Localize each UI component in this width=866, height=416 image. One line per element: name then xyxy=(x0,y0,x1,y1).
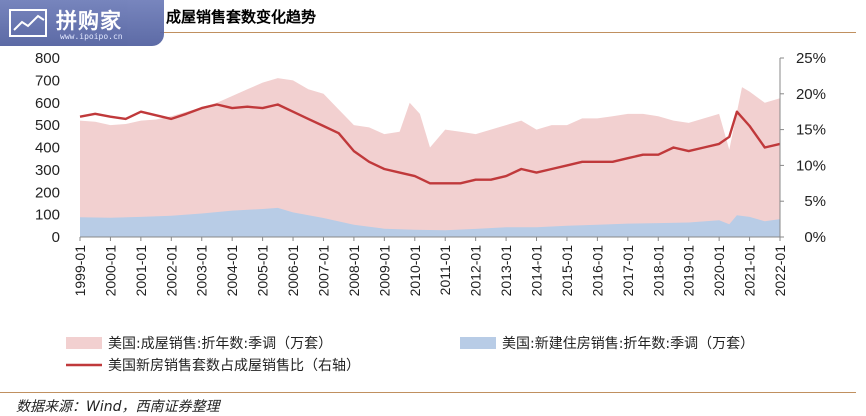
left-tick-label: 500 xyxy=(35,117,60,134)
legend-swatch-new xyxy=(460,337,496,349)
x-tick-label: 2010-01 xyxy=(407,245,423,297)
chart-svg: 0 100 200 300 400 500 600 700 800 0% 5% 10% 15% 20% 2… xyxy=(35,50,826,374)
plot-area xyxy=(79,58,781,238)
series-area-1 xyxy=(80,207,780,237)
left-tick-label: 0 xyxy=(52,229,60,246)
right-tick-label: 20% xyxy=(796,86,826,103)
series-line-2 xyxy=(79,103,781,185)
x-tick-label: 2003-01 xyxy=(194,245,210,297)
x-axis-ticks: 1999-01 2000-01 2001-01 2002-01 2003-01 2004-… xyxy=(72,237,788,296)
watermark-logo: 拼购家 www.ipoipo.cn xyxy=(0,0,164,46)
title-underline xyxy=(160,32,856,33)
x-tick-label: 2009-01 xyxy=(376,245,392,297)
x-tick-label: 2018-01 xyxy=(650,245,666,297)
x-tick-label: 2013-01 xyxy=(498,245,514,297)
right-tick-label: 25% xyxy=(796,50,826,67)
legend-label-existing: 美国:成屋销售:折年数:季调（万套） xyxy=(108,336,332,352)
right-tick-label: 5% xyxy=(804,193,826,210)
right-tick-label: 15% xyxy=(796,122,826,139)
x-tick-label: 2001-01 xyxy=(133,245,149,297)
source-note: 数据来源：Wind，西南证券整理 xyxy=(16,399,220,415)
right-tick-label: 10% xyxy=(796,157,826,174)
x-tick-label: 2015-01 xyxy=(559,245,575,297)
left-tick-label: 700 xyxy=(35,72,60,89)
left-tick-label: 800 xyxy=(35,50,60,67)
title-row: 成屋销售套数变化趋势 xyxy=(0,0,866,34)
x-tick-label: 2004-01 xyxy=(224,245,240,297)
x-tick-label: 2019-01 xyxy=(681,245,697,297)
left-axis-ticks: 0 100 200 300 400 500 600 700 800 xyxy=(35,50,60,246)
x-tick-label: 2012-01 xyxy=(468,245,484,297)
chart-logo-icon xyxy=(9,9,47,37)
x-tick-label: 2014-01 xyxy=(529,245,545,297)
x-tick-label: 2007-01 xyxy=(315,245,331,297)
x-tick-label: 2020-01 xyxy=(711,245,727,297)
x-tick-label: 2016-01 xyxy=(589,245,605,297)
x-tick-label: 2017-01 xyxy=(620,245,636,297)
x-tick-label: 2006-01 xyxy=(285,245,301,297)
series-area-0 xyxy=(80,78,780,237)
logo-url-text: www.ipoipo.cn xyxy=(60,32,123,41)
legend-label-new: 美国:新建住房销售:折年数:季调（万套） xyxy=(502,336,754,352)
x-tick-label: 2005-01 xyxy=(255,245,271,297)
right-tick-label: 0% xyxy=(804,229,826,246)
legend-swatch-existing xyxy=(66,337,102,349)
right-axis-ticks: 0% 5% 10% 15% 20% 25% xyxy=(780,50,826,246)
legend: 美国:成屋销售:折年数:季调（万套） 美国:新建住房销售:折年数:季调（万套） 美国… xyxy=(66,336,754,374)
x-tick-label: 2022-01 xyxy=(772,245,788,297)
x-tick-label: 2000-01 xyxy=(102,245,118,297)
left-tick-label: 400 xyxy=(35,140,60,157)
x-tick-label: 2008-01 xyxy=(346,245,362,297)
logo-text: 拼购家 xyxy=(56,9,122,33)
chart-title: 成屋销售套数变化趋势 xyxy=(166,8,317,26)
x-tick-label: 2002-01 xyxy=(163,245,179,297)
left-tick-label: 600 xyxy=(35,95,60,112)
left-tick-label: 100 xyxy=(35,207,60,224)
footer-line xyxy=(0,392,856,393)
x-tick-label: 1999-01 xyxy=(72,245,88,297)
left-tick-label: 200 xyxy=(35,184,60,201)
x-tick-label: 2021-01 xyxy=(742,245,758,297)
x-tick-label: 2011-01 xyxy=(437,245,453,296)
legend-label-ratio: 美国新房销售套数占成屋销售比（右轴） xyxy=(108,358,360,374)
left-tick-label: 300 xyxy=(35,162,60,179)
